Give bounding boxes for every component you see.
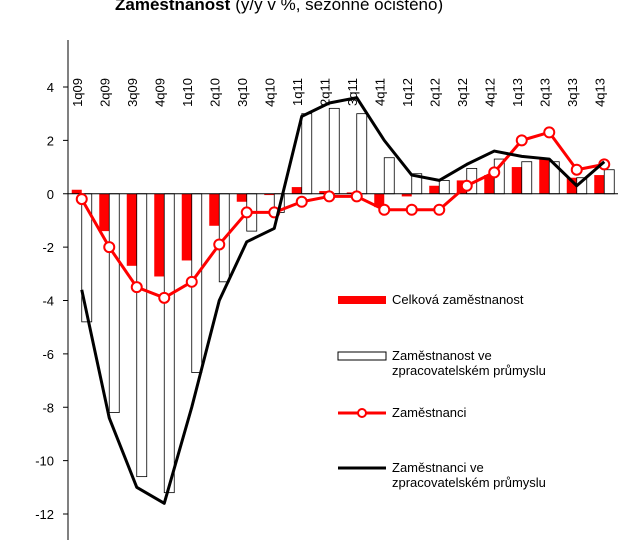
y-tick-label: 0 bbox=[47, 187, 54, 202]
bar bbox=[236, 193, 247, 202]
legend-label: Zaměstnanost ve zpracovatelském průmyslu bbox=[392, 348, 546, 378]
bar bbox=[383, 157, 395, 195]
bar bbox=[154, 193, 165, 277]
x-tick-label: 3q12 bbox=[455, 78, 470, 107]
x-tick-label: 3q10 bbox=[235, 78, 250, 107]
bar bbox=[346, 192, 357, 194]
y-tick-label: -6 bbox=[42, 347, 54, 362]
bar bbox=[264, 193, 275, 196]
x-tick-label: 4q13 bbox=[592, 78, 607, 107]
point bbox=[350, 190, 363, 203]
bar bbox=[99, 193, 110, 232]
bar bbox=[301, 113, 313, 195]
x-tick-label: 2q13 bbox=[537, 78, 552, 107]
x-tick-label: 2q12 bbox=[427, 78, 442, 107]
bar bbox=[136, 193, 148, 478]
y-tick-label: -2 bbox=[42, 240, 54, 255]
legend-label: Zaměstnanci bbox=[392, 405, 467, 420]
x-tick-label: 1q10 bbox=[180, 78, 195, 107]
x-tick-label: 4q09 bbox=[152, 78, 167, 107]
x-tick-label: 4q11 bbox=[372, 78, 387, 106]
x-tick-label: 1q13 bbox=[510, 78, 525, 107]
point bbox=[295, 195, 308, 208]
legend-swatch bbox=[338, 296, 386, 304]
y-tick-label: -12 bbox=[35, 507, 54, 522]
bar bbox=[163, 193, 175, 494]
bar bbox=[401, 193, 412, 197]
y-tick-label: -8 bbox=[42, 400, 54, 415]
point bbox=[323, 190, 336, 203]
point bbox=[405, 203, 418, 216]
y-tick-label: -4 bbox=[42, 294, 54, 309]
x-tick-label: 1q11 bbox=[290, 78, 305, 106]
x-tick-label: 3q11 bbox=[345, 78, 360, 106]
point bbox=[75, 193, 88, 206]
bar bbox=[71, 189, 82, 194]
point bbox=[185, 275, 198, 288]
point bbox=[158, 291, 171, 304]
line bbox=[80, 96, 606, 505]
bar bbox=[108, 193, 120, 413]
x-tick-label: 2q10 bbox=[207, 78, 222, 107]
point bbox=[103, 241, 116, 254]
bar bbox=[356, 113, 368, 195]
x-tick-label: 1q09 bbox=[70, 78, 85, 107]
bar bbox=[566, 177, 577, 194]
bar bbox=[328, 107, 340, 195]
y-tick-label: 4 bbox=[47, 80, 54, 95]
bar bbox=[291, 187, 302, 194]
x-tick-label: 3q13 bbox=[565, 78, 580, 107]
point bbox=[488, 166, 501, 179]
bar bbox=[603, 169, 615, 195]
point bbox=[213, 238, 226, 251]
legend-swatch bbox=[337, 351, 387, 361]
bar bbox=[209, 193, 220, 226]
point bbox=[570, 163, 583, 176]
point bbox=[130, 281, 143, 294]
legend-label: Zaměstnanci ve zpracovatelském průmyslu bbox=[392, 460, 546, 490]
bar bbox=[181, 193, 192, 261]
legend-marker bbox=[357, 408, 367, 418]
point bbox=[433, 203, 446, 216]
bar bbox=[374, 193, 385, 208]
x-tick-label: 4q10 bbox=[262, 78, 277, 107]
bar bbox=[438, 180, 450, 195]
bar bbox=[319, 191, 330, 194]
bar bbox=[594, 175, 605, 194]
x-tick-label: 4q12 bbox=[482, 78, 497, 107]
title: Zaměstnanost bbox=[115, 0, 231, 14]
bar bbox=[521, 161, 533, 195]
x-tick-label: 3q09 bbox=[125, 78, 140, 107]
x-tick-label: 2q11 bbox=[317, 78, 332, 106]
x-tick-label: 1q12 bbox=[400, 78, 415, 107]
bar bbox=[539, 159, 550, 194]
bar bbox=[484, 175, 495, 194]
bar bbox=[429, 185, 440, 194]
bar bbox=[511, 167, 522, 194]
point bbox=[240, 206, 253, 219]
y-tick-label: 2 bbox=[47, 133, 54, 148]
legend-label: Celková zaměstnanost bbox=[392, 292, 524, 307]
point bbox=[515, 134, 528, 147]
point bbox=[460, 179, 473, 192]
subtitle: (y/y v %, sezónně očištěno) bbox=[235, 0, 443, 14]
y-tick-label: -10 bbox=[35, 454, 54, 469]
chart-title: Zaměstnanost (y/y v %, sezónně očištěno) bbox=[115, 0, 443, 14]
point bbox=[378, 203, 391, 216]
bar bbox=[126, 193, 137, 266]
point bbox=[543, 126, 556, 139]
x-tick-label: 2q09 bbox=[97, 78, 112, 107]
